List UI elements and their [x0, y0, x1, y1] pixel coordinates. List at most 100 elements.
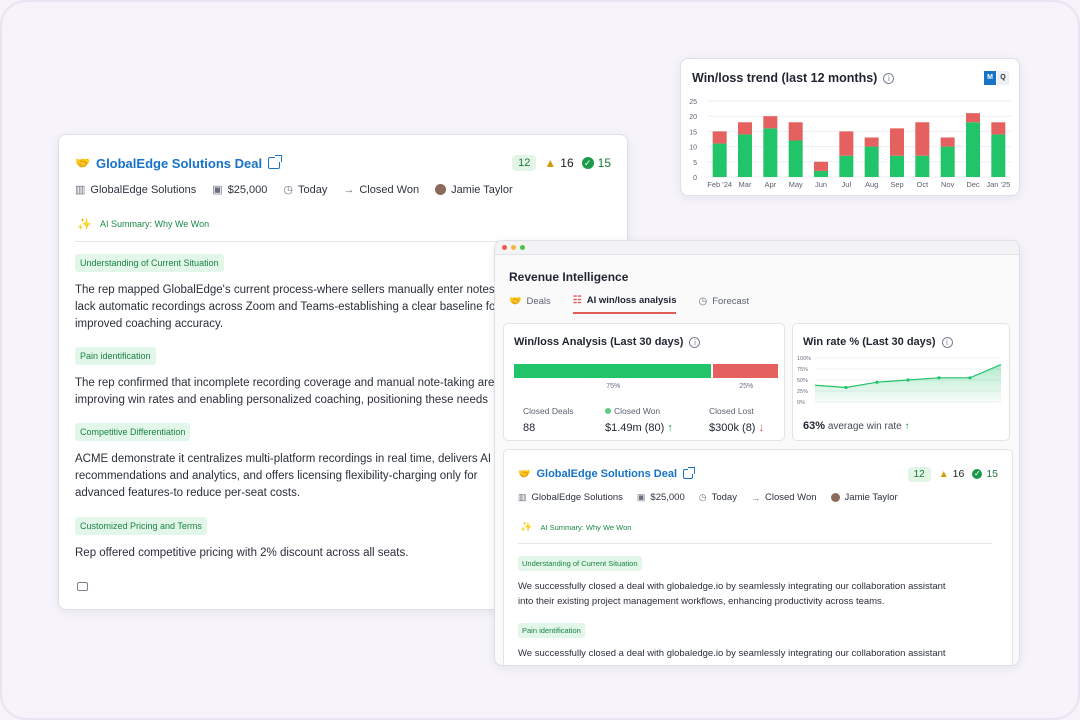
stat-value: $1.49m (80) ↑ — [605, 422, 709, 434]
avatar — [830, 493, 840, 502]
win-rate-point — [844, 385, 848, 390]
text-line: improved coaching accuracy. — [75, 318, 224, 330]
count-badge: 12 — [512, 155, 537, 171]
section-tag: Pain identification — [518, 623, 585, 638]
win-rate-title-text: Win rate % (Last 30 days) — [803, 336, 936, 348]
text-line: into their existing project management w… — [518, 596, 885, 607]
arrow-up-icon: ↑ — [667, 422, 673, 434]
ai-summary-label: ✨ AI Summary: Why We Won — [520, 522, 631, 533]
section-1: Understanding of Current Situation We su… — [518, 553, 1008, 609]
check-icon: ✓ — [581, 157, 594, 169]
tab-deals[interactable]: 🤝 Deals — [509, 295, 551, 314]
section-text: The rep mapped GlobalEdge's current proc… — [75, 282, 627, 333]
ai-summary-text: AI Summary: Why We Won — [540, 523, 632, 532]
win-rate-point — [906, 378, 910, 382]
stat-closed-lost: Closed Lost $300k (8) ↓ — [709, 406, 789, 434]
bar-won — [991, 134, 1006, 177]
y-tick-label: 10 — [689, 145, 697, 152]
bar-won — [763, 128, 778, 177]
section-tag: Competitive Differentiation — [75, 423, 191, 441]
info-icon[interactable]: i — [941, 336, 953, 348]
external-link-icon[interactable] — [683, 467, 696, 479]
text-line: The rep confirmed that incomplete record… — [75, 377, 495, 389]
clock-icon: ◷ — [283, 184, 293, 196]
section-text: The rep confirmed that incomplete record… — [75, 375, 627, 409]
minimize-dot[interactable] — [511, 245, 516, 250]
revenue-intelligence-window: Revenue Intelligence 🤝 Deals ☷ AI win/loss… — [494, 240, 1020, 666]
tab-ai-win-loss[interactable]: ☷ AI win/loss analysis — [572, 295, 677, 314]
avatar — [435, 184, 447, 195]
stat-closed-won: Closed Won $1.49m (80) ↑ — [605, 406, 709, 434]
window-titlebar — [495, 241, 1019, 255]
deal-title-link[interactable]: GlobalEdge Solutions Deal — [95, 155, 263, 171]
bar-lost — [940, 137, 955, 147]
deal-meta: ▥ GlobalEdge Solutions ▣ $25,000 ◷ Today → C… — [518, 492, 898, 503]
deal-header: 🤝 GlobalEdge Solutions Deal 12 ▲ 16 ✓ 15 — [518, 464, 998, 484]
tab-label: Forecast — [712, 296, 750, 307]
deal-status: Closed Won — [359, 183, 420, 196]
stat-value: $300k (8) ↓ — [709, 422, 789, 434]
deal-title-link[interactable]: GlobalEdge Solutions Deal — [536, 468, 678, 480]
deal-counts: 12 ▲ 16 ✓ 15 — [512, 155, 611, 171]
money-icon: ▣ — [212, 184, 223, 196]
y-tick-label: 75% — [797, 367, 808, 373]
ai-summary-label: ✨ AI Summary: Why We Won — [77, 217, 209, 231]
win-rate-point — [875, 380, 879, 384]
stat-label: Closed Deals — [523, 406, 574, 416]
x-tick-label: Jan '25 — [986, 180, 1010, 189]
bar-won — [915, 155, 930, 177]
stat-value-text: $1.49m (80) — [605, 422, 665, 434]
bar-lost — [788, 122, 803, 141]
warning-count: ▲ 16 — [544, 156, 573, 170]
legend-dot — [605, 408, 611, 414]
external-link-icon[interactable] — [268, 155, 283, 169]
handshake-icon: 🤝 — [518, 468, 531, 480]
x-tick-label: Mar — [739, 180, 752, 189]
tab-forecast[interactable]: ◷ Forecast — [698, 295, 749, 314]
money-icon: ▣ — [636, 492, 646, 502]
info-icon[interactable]: i — [883, 72, 895, 84]
bar-won — [814, 170, 828, 177]
toggle-quarter[interactable]: Q — [997, 71, 1009, 85]
maximize-dot[interactable] — [520, 245, 525, 250]
close-dot[interactable] — [502, 245, 507, 250]
info-icon[interactable]: i — [689, 336, 701, 348]
y-tick-label: 100% — [797, 356, 811, 362]
stat-value: 88 — [523, 422, 536, 434]
text-line: ACME demonstrate it centralizes multi-pl… — [75, 453, 492, 465]
win-rate-chart: 100% 75% 50% 25% 0% — [797, 356, 1002, 406]
sparkle-icon: ✨ — [77, 217, 92, 231]
trend-card: Win/loss trend (last 12 months) i M Q 0 5… — [680, 58, 1020, 196]
stat-label-text: Closed Won — [614, 406, 661, 416]
bar-lost — [712, 131, 727, 144]
warning-count: ▲ 16 — [939, 468, 965, 480]
toggle-month[interactable]: M — [984, 71, 996, 85]
won-segment — [514, 364, 711, 378]
bar-lost — [738, 122, 752, 135]
deal-meta: ▥ GlobalEdge Solutions ▣ $25,000 ◷ Today → C… — [75, 183, 513, 197]
bar-won — [839, 155, 854, 177]
trend-title-text: Win/loss trend (last 12 months) — [692, 71, 878, 85]
section-text: ACME demonstrate it centralizes multi-pl… — [75, 451, 627, 502]
window-title: Revenue Intelligence — [509, 270, 629, 284]
bar-won — [738, 134, 752, 177]
deal-header: 🤝 GlobalEdge Solutions Deal 12 ▲ 16 ✓ 15 — [75, 153, 611, 173]
arrow-right-icon: → — [343, 183, 355, 196]
check-count-value: 15 — [986, 468, 998, 480]
section-2: Pain identification We successfully clos… — [518, 620, 1008, 661]
trend-chart: 0 5 10 15 20 25 Feb '24 Mar Apr May Jun Jul Aug Sep Oc… — [689, 99, 1011, 189]
average-win-rate: 63% average win rate ↑ — [803, 420, 910, 432]
y-tick-label: 0 — [693, 175, 697, 182]
x-tick-label: Nov — [941, 180, 955, 189]
section-3: Competitive Differentiation ACME demonst… — [75, 422, 627, 502]
section-1: Understanding of Current Situation The r… — [75, 253, 627, 333]
comment-icon[interactable] — [77, 582, 88, 591]
stat-closed-deals: Closed Deals 88 — [523, 406, 605, 434]
x-tick-label: Aug — [865, 180, 878, 189]
stat-label: Closed Won — [605, 406, 709, 416]
section-text: Rep offered competitive pricing with 2% … — [75, 545, 627, 562]
text-line: The rep mapped GlobalEdge's current proc… — [75, 284, 517, 296]
lost-segment — [712, 364, 778, 378]
text-line: advanced features-to reduce per-seat cos… — [75, 487, 301, 499]
